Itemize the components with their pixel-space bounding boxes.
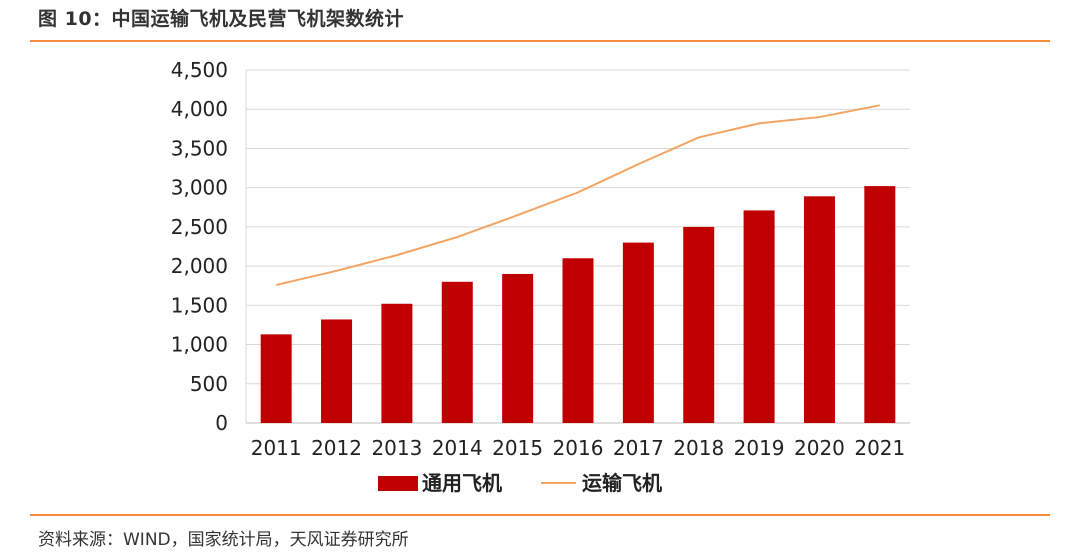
bottom-divider xyxy=(30,514,1050,516)
bar xyxy=(622,242,654,423)
bar xyxy=(683,226,715,423)
bar xyxy=(502,273,534,423)
legend-label: 运输飞机 xyxy=(582,471,662,495)
x-tick-label: 2019 xyxy=(734,436,785,460)
x-tick-label: 2016 xyxy=(553,436,604,460)
x-tick-label: 2017 xyxy=(613,436,664,460)
bar xyxy=(864,186,896,423)
bar xyxy=(743,210,775,423)
line-series xyxy=(275,104,881,286)
y-tick-label: 3,000 xyxy=(171,176,228,200)
x-tick-label: 2011 xyxy=(251,436,302,460)
bar xyxy=(562,258,594,423)
legend-bar-swatch xyxy=(378,476,418,491)
y-tick-label: 500 xyxy=(190,372,228,396)
y-axis: 0 500 1,000 1,500 2,000 2,500 3,000 3,500 4,000 4… xyxy=(171,58,910,435)
y-tick-label: 1,500 xyxy=(171,293,228,317)
x-tick-label: 2014 xyxy=(432,436,483,460)
y-tick-label: 4,500 xyxy=(171,58,228,82)
bar xyxy=(441,281,473,423)
y-tick-label: 3,500 xyxy=(171,136,228,160)
combo-chart: 0 500 1,000 1,500 2,000 2,500 3,000 3,500 4,000 4… xyxy=(171,58,910,495)
x-tick-label: 2012 xyxy=(311,436,362,460)
x-tick-label: 2015 xyxy=(492,436,543,460)
bar xyxy=(260,334,292,423)
y-tick-label: 1,000 xyxy=(171,333,228,357)
legend-label: 通用飞机 xyxy=(422,471,502,495)
x-tick-label: 2021 xyxy=(854,436,905,460)
x-tick-label: 2018 xyxy=(673,436,724,460)
x-tick-label: 2020 xyxy=(794,436,845,460)
bar xyxy=(321,319,353,423)
y-tick-label: 2,500 xyxy=(171,215,228,239)
bar-series xyxy=(260,186,896,423)
bar xyxy=(381,303,413,423)
bar xyxy=(803,196,835,423)
y-tick-label: 2,000 xyxy=(171,254,228,278)
source-note: 资料来源：WIND，国家统计局，天风证券研究所 xyxy=(38,530,409,550)
y-tick-label: 0 xyxy=(215,411,228,435)
figure-title: 图 10：中国运输飞机及民营飞机架数统计 xyxy=(38,8,405,30)
x-axis: 2011 2012 2013 2014 2015 2016 2017 2018 2019 2020… xyxy=(251,436,906,460)
line-path xyxy=(275,104,881,286)
top-divider xyxy=(30,40,1050,42)
legend: 通用飞机 运输飞机 xyxy=(378,471,662,495)
x-tick-label: 2013 xyxy=(371,436,422,460)
y-tick-label: 4,000 xyxy=(171,97,228,121)
